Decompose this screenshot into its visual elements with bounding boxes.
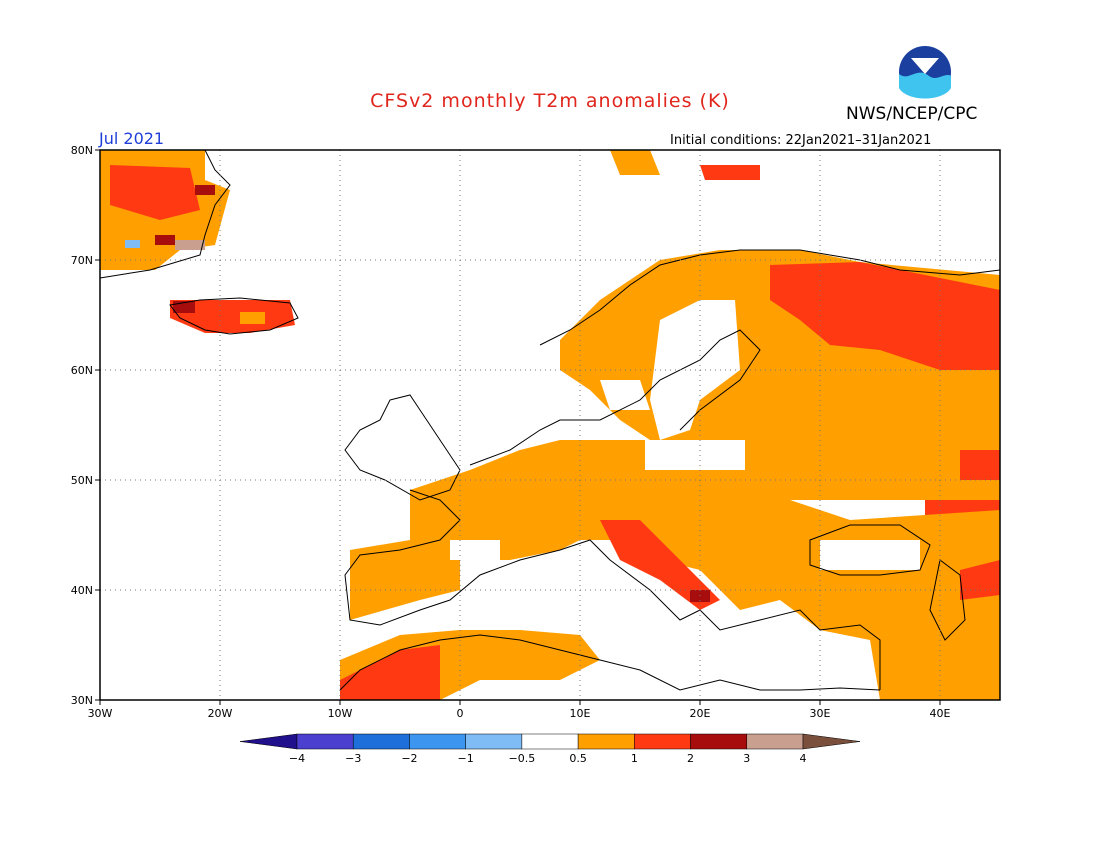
shade-norway-normal: [600, 380, 650, 410]
map-grid: [100, 150, 1000, 700]
shade-greenland-warm: [110, 165, 200, 220]
coast-north-africa: [339, 634, 881, 691]
colorbar-tick-label: 4: [800, 752, 807, 765]
shade-morocco-warm: [340, 645, 440, 700]
colorbar-tick-label: 2: [687, 752, 694, 765]
coast-greenland: [99, 149, 231, 279]
colorbar-tick-label: 3: [743, 752, 750, 765]
shade-iceland-mod: [240, 312, 265, 324]
shade-greenland-hot-2: [155, 235, 175, 245]
colorbar: −4 −3 −2 −1 −0.5 0.5 1 2 3 4: [239, 733, 861, 765]
agency-label: NWS/NCEP/CPC: [846, 104, 978, 124]
lon-tick-label: 10E: [570, 707, 591, 720]
colorbar-tick-label: −1: [458, 752, 474, 765]
colorbar-max-triangle: [802, 733, 861, 750]
shade-greenland-cool: [125, 240, 140, 248]
shade-iceland: [170, 300, 295, 333]
lat-tick-label: 50N: [71, 474, 93, 487]
shade-svalbard: [610, 150, 660, 175]
lon-tick-label: 20E: [690, 707, 711, 720]
coast-iceland: [169, 297, 299, 335]
lon-tick-label: 30E: [810, 707, 831, 720]
lat-tick-label: 70N: [71, 254, 93, 267]
shade-poland-normal: [645, 440, 745, 470]
initial-conditions: Initial conditions: 22Jan2021–31Jan2021: [670, 133, 931, 148]
colorbar-box: [634, 733, 691, 750]
coast-caspian: [929, 559, 966, 641]
shade-black-sea-normal: [820, 540, 920, 570]
shade-russia-north: [770, 262, 1000, 370]
shade-svalbard-warm: [700, 165, 760, 180]
lat-tick-label: 80N: [71, 144, 93, 157]
colorbar-tick-label: −3: [345, 752, 361, 765]
chart-title: CFSv2 monthly T2m anomalies (K): [370, 90, 730, 112]
colorbar-box: [409, 733, 466, 750]
lat-tick-label: 30N: [71, 694, 93, 707]
noaa-logo-gull: [911, 58, 939, 74]
noaa-logo: [896, 43, 954, 101]
colorbar-min-triangle: [239, 733, 298, 750]
anomaly-shading: [100, 150, 1000, 700]
forecast-month-label: Jul 2021: [99, 129, 165, 148]
noaa-logo-wave: [899, 72, 951, 99]
colorbar-tick-label: −2: [401, 752, 417, 765]
lon-tick-label: 30W: [88, 707, 113, 720]
shade-balkans-warm: [600, 520, 720, 610]
shade-central-south-europe: [350, 440, 1000, 700]
lon-tick-label: 40E: [930, 707, 951, 720]
coast-black-sea: [809, 524, 931, 576]
colorbar-box: [746, 733, 804, 750]
lon-tick-label: 10W: [328, 707, 353, 720]
initial-conditions-range: 22Jan2021–31Jan2021: [785, 133, 932, 148]
initial-conditions-label: Initial conditions:: [670, 133, 782, 148]
colorbar-box: [352, 733, 410, 750]
shade-france-normal: [450, 540, 500, 560]
colorbar-box: [296, 733, 354, 750]
colorbar-tick-label: 1: [631, 752, 638, 765]
colorbar-box: [465, 733, 523, 750]
lon-tick-label: 0: [457, 707, 464, 720]
shade-russia-east: [960, 450, 1000, 480]
coast-mediterranean-north: [344, 489, 881, 690]
shade-greenland-hot: [195, 185, 215, 195]
map-frame: [99, 149, 1001, 701]
lat-tick-label: 40N: [71, 584, 93, 597]
colorbar-tick-label: −0.5: [509, 752, 536, 765]
coast-britain: [344, 394, 461, 501]
colorbar-box: [521, 733, 579, 750]
lon-tick-label: 20W: [208, 707, 233, 720]
coast-arctic: [539, 249, 1001, 346]
lat-tick-label: 60N: [71, 364, 93, 377]
colorbar-box: [577, 733, 635, 750]
colorbar-tick-label: −4: [289, 752, 305, 765]
colorbar-tick-label: 0.5: [569, 752, 587, 765]
shade-greenland-extreme: [175, 240, 205, 250]
colorbar-box: [690, 733, 748, 750]
coastlines: [99, 149, 1001, 691]
